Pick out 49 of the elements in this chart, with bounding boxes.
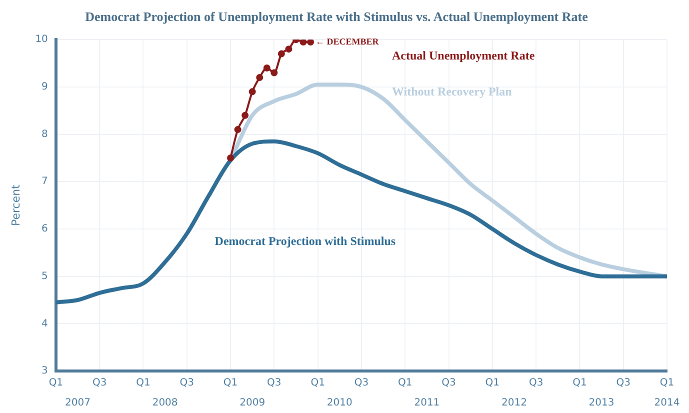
x2-tick-label: Q3: [616, 378, 630, 389]
point: [227, 154, 234, 162]
x2-tick-label: Q1: [223, 378, 238, 389]
x2-tick-label: Q3: [442, 378, 456, 389]
point: [242, 112, 249, 119]
point: [300, 40, 307, 46]
x-tick-label: 2012: [502, 398, 527, 409]
point: [263, 64, 270, 72]
y-tick-label: 5: [42, 270, 48, 282]
x2-tick-label: Q3: [354, 378, 369, 389]
x2-tick-label: Q1: [398, 378, 412, 389]
x-tick-label: 2009: [240, 398, 266, 409]
x2-tick-label: Q1: [310, 378, 325, 389]
series-label: Democrat Projection with Stimulus: [214, 234, 396, 248]
point: [307, 40, 314, 46]
annotation: ← DECEMBER: [316, 36, 380, 46]
x-tick-label: 2008: [152, 398, 178, 409]
y-axis-title: Percent: [9, 184, 22, 226]
point: [234, 126, 242, 134]
x2-tick-label: Q3: [528, 378, 544, 389]
series-label: Without Recovery Plan: [392, 84, 512, 99]
x2-tick-label: Q3: [267, 378, 282, 389]
x-tick-label: 2011: [414, 398, 440, 409]
x2-tick-label: Q3: [92, 378, 107, 389]
point: [256, 74, 264, 81]
y-tick-label: 8: [42, 128, 48, 140]
y-tick-label: 10: [35, 34, 48, 46]
x-tick-label: 2010: [326, 398, 352, 409]
y-tick-label: 7: [42, 176, 48, 188]
x2-tick-label: Q1: [136, 378, 150, 389]
point: [248, 88, 256, 96]
chart-title: Democrat Projection of Unemployment Rate with Stimulus vs. Actual Unemployment Rate: [85, 9, 588, 24]
x2-tick-label: Q1: [485, 378, 500, 389]
y-tick-label: 3: [42, 366, 48, 377]
text: Actual Unemployment Rate: [392, 48, 536, 62]
y-tick-label: 6: [42, 224, 48, 235]
x2-tick-label: Q1: [48, 378, 64, 389]
x2-tick-label: Q3: [180, 378, 194, 389]
x-tick-label: 2013: [588, 398, 614, 409]
line-series: [56, 139, 667, 304]
point: [278, 50, 285, 58]
y-tick-label: 9: [42, 82, 48, 93]
x2-tick-label: Q1: [572, 378, 587, 389]
x2-tick-label: Q1: [660, 378, 674, 389]
point: [270, 69, 278, 76]
x-tick-label: 2014: [654, 398, 680, 409]
point: [285, 46, 292, 53]
y-tick-label: 4: [42, 318, 48, 330]
x-tick-label: 2007: [65, 398, 90, 409]
